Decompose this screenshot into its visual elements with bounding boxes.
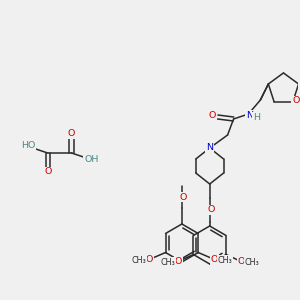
Text: N: N xyxy=(246,110,253,119)
Text: CH₃: CH₃ xyxy=(160,258,175,267)
Text: O: O xyxy=(68,130,75,139)
Text: O: O xyxy=(146,255,153,264)
Text: O: O xyxy=(179,193,187,202)
Text: OH: OH xyxy=(84,155,99,164)
Text: O: O xyxy=(207,206,214,214)
Text: O: O xyxy=(237,257,245,266)
Text: O: O xyxy=(210,255,218,264)
Text: CH₃: CH₃ xyxy=(218,256,232,265)
Text: H: H xyxy=(253,112,260,122)
Text: HO: HO xyxy=(21,142,35,151)
Text: N: N xyxy=(206,143,213,152)
Text: O: O xyxy=(292,96,299,105)
Text: CH₃: CH₃ xyxy=(244,258,259,267)
Text: O: O xyxy=(209,112,216,121)
Text: O: O xyxy=(175,257,182,266)
Text: O: O xyxy=(44,167,51,176)
Text: CH₃: CH₃ xyxy=(131,256,146,265)
